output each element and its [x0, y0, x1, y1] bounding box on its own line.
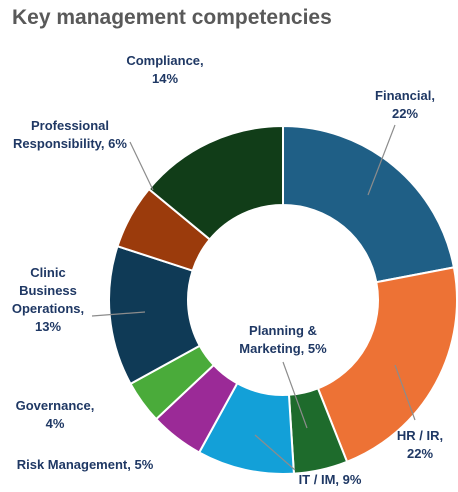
label-text: 5%: [307, 341, 327, 356]
label-text: HR / IR,: [396, 428, 444, 443]
label-text: 5%: [134, 457, 154, 472]
label-text: IT / IM,: [298, 472, 340, 487]
chart-title: Key management competencies: [12, 6, 332, 29]
leader-line: [254, 434, 296, 471]
label-text: Compliance,: [126, 53, 204, 68]
leader-line: [91, 311, 146, 317]
leader-line: [282, 361, 308, 429]
leader-lines: [91, 124, 416, 471]
label-text: Governance,: [15, 398, 95, 413]
data-label: Risk Management, 5%: [17, 456, 154, 474]
slice: [147, 124, 284, 241]
label-text: 22%: [391, 106, 419, 121]
label-text: 6%: [108, 136, 127, 151]
leader-line: [129, 141, 154, 191]
label-text: 14%: [151, 71, 179, 86]
label-text: 22%: [406, 446, 434, 461]
slices: [108, 124, 458, 475]
label-text: 9%: [342, 472, 362, 487]
data-label: Clinic Business Operations, 13%: [7, 264, 89, 336]
label-text: 13%: [34, 319, 62, 334]
data-label: IT / IM, 9%: [299, 471, 362, 489]
data-label: Planning & Marketing, 5%: [224, 322, 342, 358]
data-label: Professional Responsibility, 6%: [8, 117, 133, 153]
label-text: 4%: [45, 416, 65, 431]
leader-line: [394, 364, 416, 421]
label-text: Clinic Business Operations,: [11, 265, 85, 316]
data-label: Financial, 22%: [365, 87, 445, 123]
data-label: Governance, 4%: [8, 397, 103, 433]
label-text: Risk Management,: [16, 457, 131, 472]
leader-line: [367, 124, 396, 196]
slice: [282, 124, 456, 284]
label-text: Financial,: [375, 88, 435, 103]
slice: [316, 266, 458, 464]
data-label: Compliance, 14%: [115, 52, 215, 88]
data-label: HR / IR, 22%: [389, 427, 451, 463]
label-text: Planning & Marketing,: [239, 323, 317, 356]
label-text: Professional Responsibility,: [13, 118, 110, 151]
